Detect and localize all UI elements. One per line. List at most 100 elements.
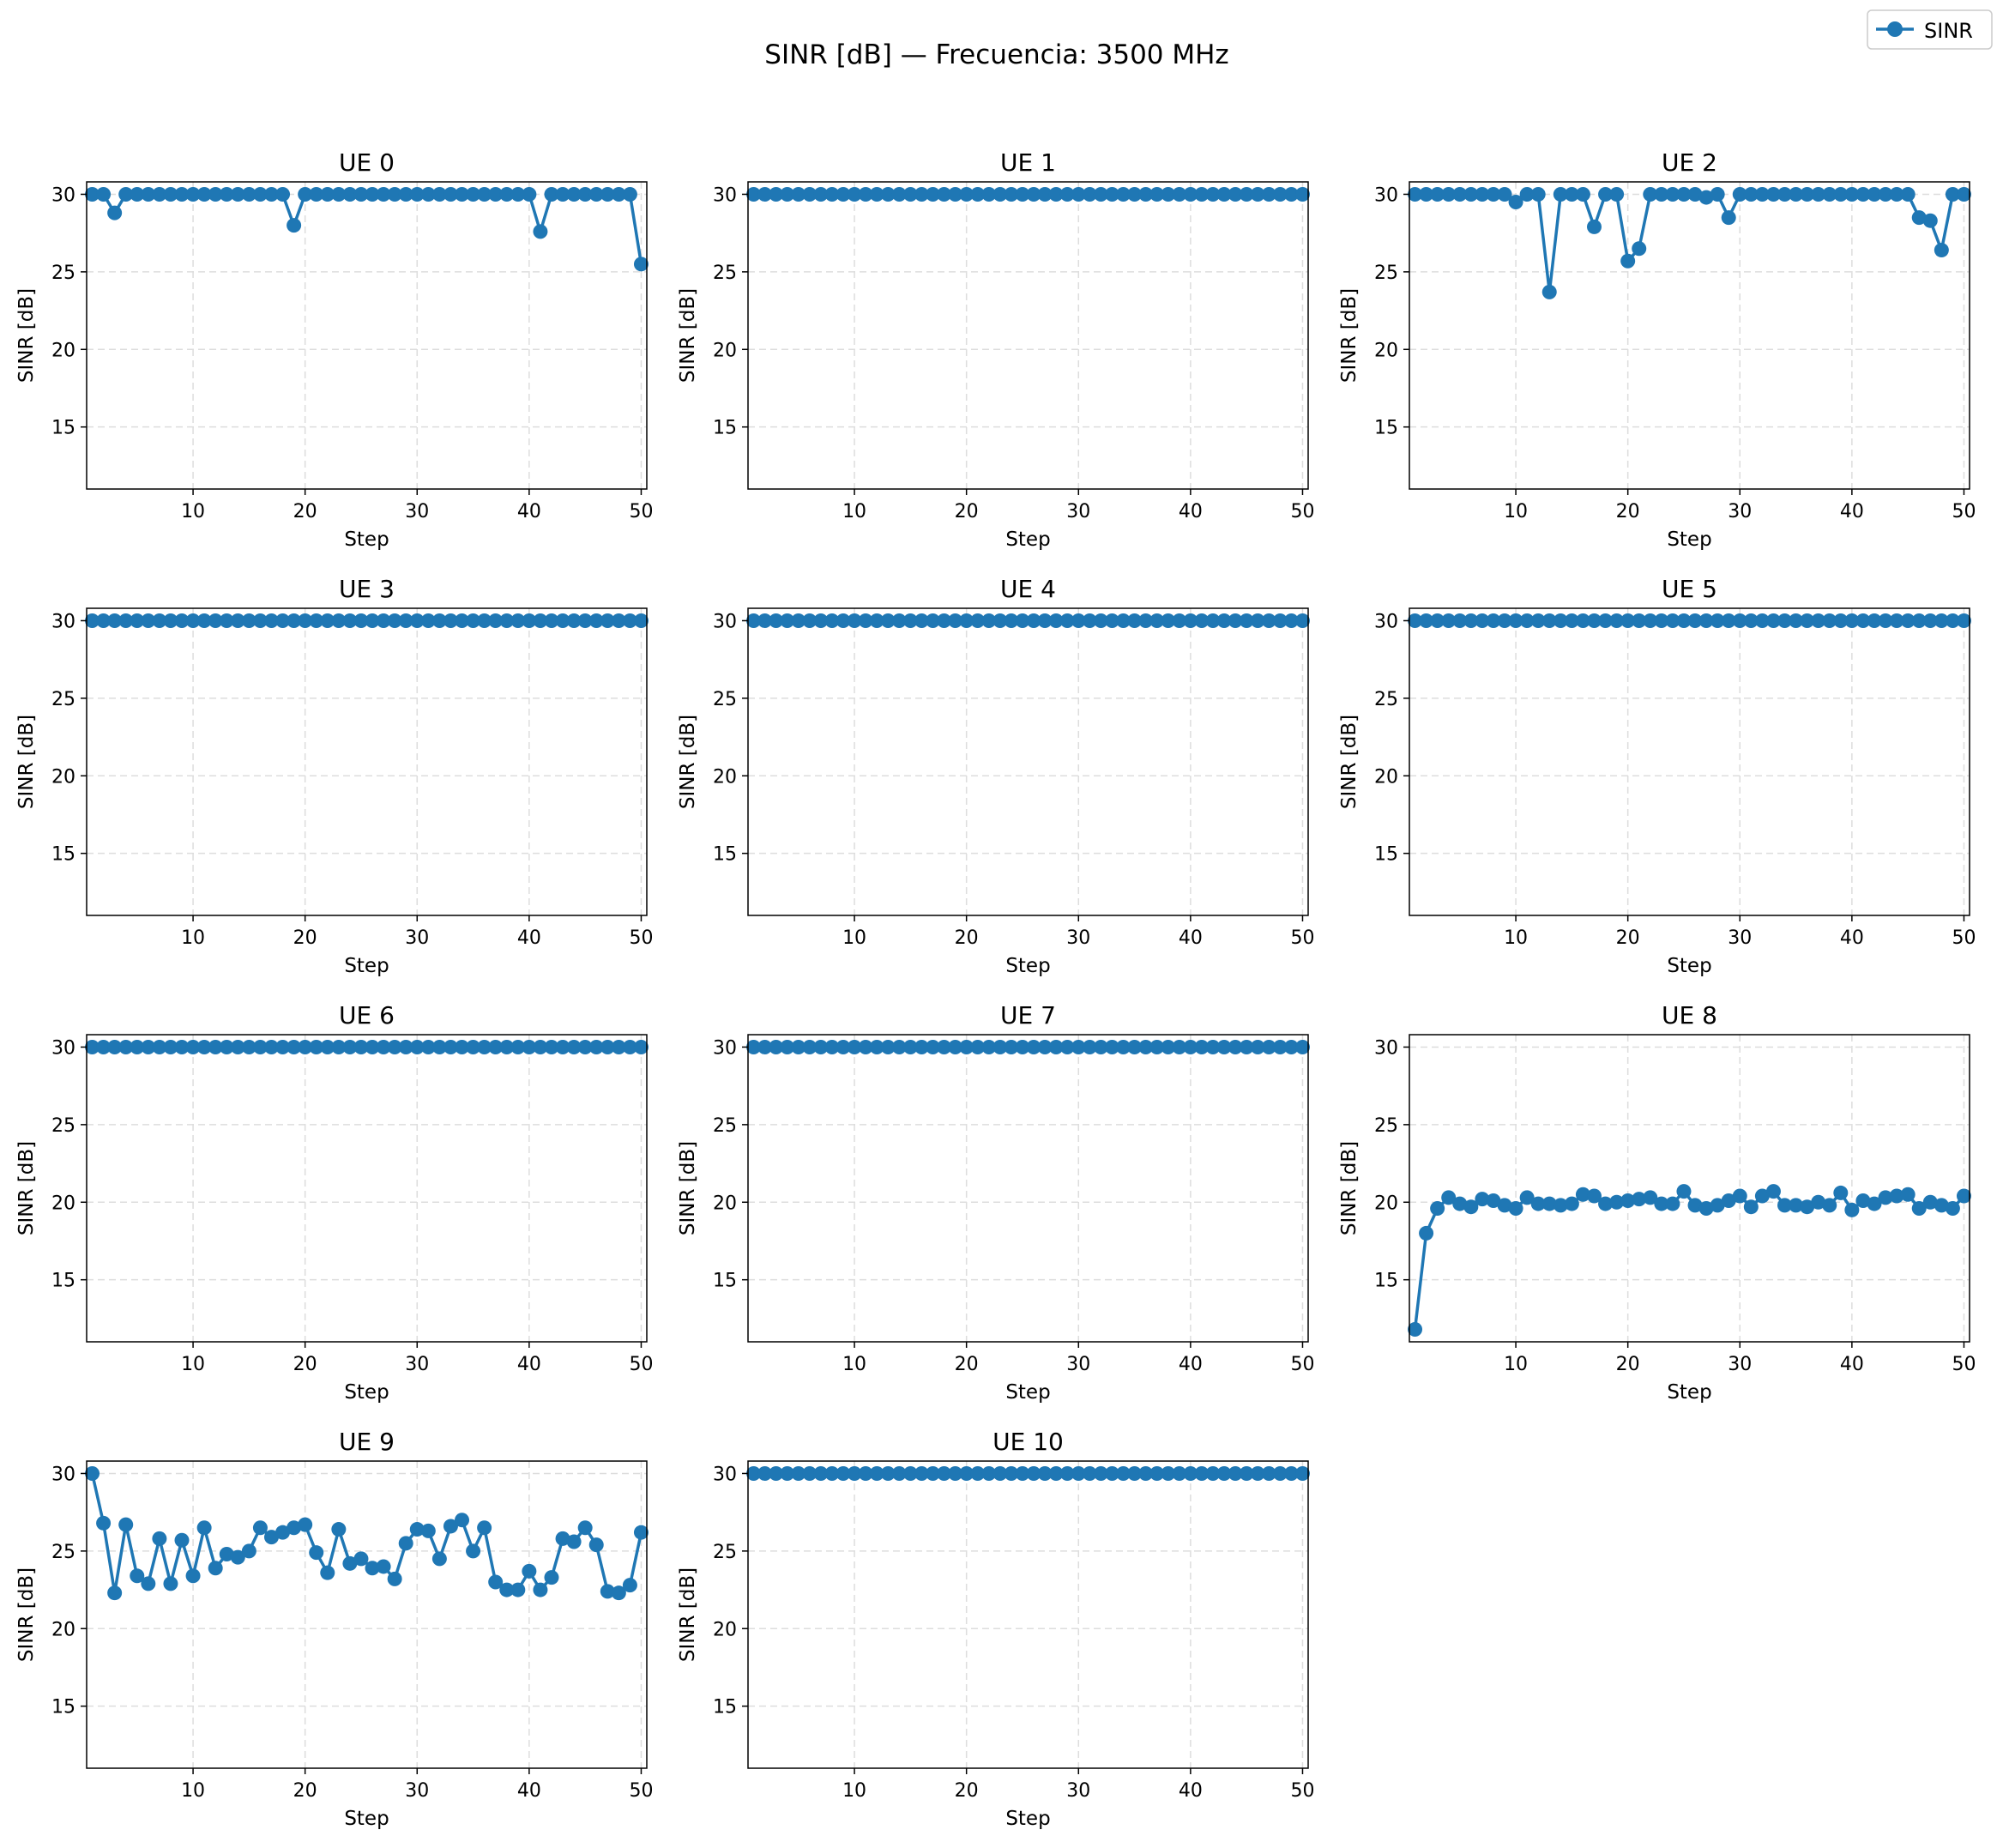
data-point (1250, 613, 1265, 628)
data-point (1026, 613, 1041, 628)
data-point (130, 613, 145, 628)
data-point (96, 186, 112, 202)
data-point (522, 1039, 537, 1054)
data-point (1945, 186, 1960, 202)
data-point (802, 186, 817, 202)
data-point (510, 1039, 526, 1054)
x-tick-label: 10 (842, 1780, 866, 1802)
subplot-grid: 10 20 30 40 50 15 20 25 30 UE 0 Step SINR [dB] 10 20 3… (15, 148, 1976, 1830)
data-point (309, 1039, 324, 1054)
data-point (196, 1520, 212, 1536)
series-line (1413, 1189, 1965, 1330)
data-point (398, 1536, 413, 1551)
data-point (466, 1039, 481, 1054)
data-point (353, 186, 369, 202)
data-point (1294, 1465, 1310, 1481)
data-point (488, 613, 504, 628)
data-point (298, 1517, 313, 1532)
data-point (1441, 186, 1457, 202)
data-point (925, 1465, 940, 1481)
data-point (387, 186, 402, 202)
data-point (118, 613, 134, 628)
data-point (163, 1039, 178, 1054)
data-point (1475, 1192, 1490, 1207)
data-point (1261, 613, 1276, 628)
data-point (196, 1039, 212, 1054)
data-point (1093, 186, 1108, 202)
data-point (1687, 1198, 1703, 1213)
y-axis-label: SINR [dB] (15, 288, 38, 383)
data-point (1015, 186, 1030, 202)
y-tick-label: 25 (713, 689, 737, 710)
data-point (780, 1039, 795, 1054)
data-point (1486, 1193, 1501, 1208)
data-point (230, 186, 245, 202)
data-point (1205, 1039, 1221, 1054)
x-tick-label: 30 (1728, 501, 1752, 522)
data-point (1419, 186, 1434, 202)
series-line (1415, 192, 1964, 294)
axes-frame (1409, 1034, 1970, 1343)
data-point (96, 1039, 112, 1054)
data-point (174, 1532, 190, 1548)
data-point (1822, 186, 1837, 202)
y-axis-label: SINR [dB] (1338, 1141, 1360, 1235)
subplot-title: UE 4 (1000, 575, 1056, 603)
data-point (1800, 1199, 1815, 1215)
data-point (420, 1523, 436, 1538)
x-tick-label: 20 (293, 1780, 317, 1802)
data-point (555, 186, 570, 202)
y-axis-label: SINR [dB] (15, 1141, 38, 1235)
data-point (230, 1039, 245, 1054)
x-tick-label: 30 (1066, 1780, 1090, 1802)
subplot-panel: 10 20 30 40 50 15 20 25 30 UE 8 Step SINR [dB] (1338, 1001, 1976, 1404)
data-point (847, 1039, 862, 1054)
x-tick-label: 20 (1616, 927, 1640, 949)
subplot-title: UE 2 (1662, 148, 1717, 177)
x-tick-label: 30 (1728, 1354, 1752, 1375)
data-point (1743, 613, 1759, 628)
y-tick-label: 30 (1374, 611, 1398, 632)
data-point (577, 186, 593, 202)
data-point (858, 1039, 873, 1054)
data-point (1048, 1039, 1064, 1054)
y-tick-label: 20 (1374, 1193, 1398, 1214)
y-tick-label: 25 (1374, 689, 1398, 710)
subplot-panel: 10 20 30 40 50 15 20 25 30 UE 10 Step SINR [dB] (677, 1428, 1314, 1830)
data-point (275, 186, 291, 202)
x-tick-label: 20 (955, 1780, 979, 1802)
subplot-panel: 10 20 30 40 50 15 20 25 30 UE 6 Step SINR [dB] (15, 1001, 653, 1404)
data-point (118, 1039, 134, 1054)
data-point (836, 1465, 851, 1481)
data-point (1754, 1188, 1770, 1204)
data-point (1833, 1185, 1849, 1200)
y-tick-label: 15 (713, 1697, 737, 1718)
data-point (1575, 613, 1590, 628)
data-point (544, 613, 559, 628)
y-tick-label: 20 (713, 766, 737, 788)
y-tick-label: 15 (713, 1271, 737, 1292)
data-point (802, 1465, 817, 1481)
data-point (1878, 1190, 1893, 1205)
x-tick-label: 30 (1066, 501, 1090, 522)
data-point (1878, 613, 1893, 628)
data-point (1632, 1192, 1647, 1207)
data-point (1553, 1198, 1568, 1213)
data-point (96, 613, 112, 628)
x-axis-label: Step (344, 528, 389, 551)
axes-frame (1409, 181, 1970, 490)
data-point (1811, 186, 1826, 202)
data-point (555, 1039, 570, 1054)
data-point (1216, 613, 1232, 628)
data-point (824, 186, 840, 202)
data-point (1149, 1465, 1165, 1481)
data-point (275, 1039, 291, 1054)
data-point (902, 1465, 918, 1481)
data-point (1272, 1039, 1288, 1054)
data-point (1541, 613, 1557, 628)
data-point (174, 1039, 190, 1054)
data-point (600, 1039, 615, 1054)
data-point (1261, 1465, 1276, 1481)
data-point (791, 613, 806, 628)
